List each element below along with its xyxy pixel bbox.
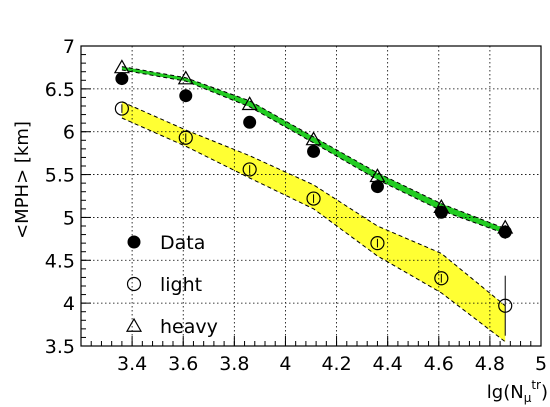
y-axis-label: <MPH> [km]: [12, 121, 33, 239]
light-point: [434, 271, 449, 286]
y-tick-label: 4.5: [45, 250, 75, 272]
x-tick-label: 4.6: [424, 353, 454, 375]
legend-label-data: Data: [160, 232, 205, 254]
data-point: [498, 225, 512, 239]
light-point: [242, 162, 257, 177]
data-point: [370, 180, 384, 194]
y-tick-label: 5: [63, 207, 75, 229]
heavy-point: [305, 131, 322, 146]
heavy-point: [177, 70, 194, 85]
y-tick-label: 3.5: [45, 336, 75, 358]
x-tick-label: 4.8: [475, 353, 505, 375]
x-axis-label: lg(Nμtr): [487, 378, 548, 405]
x-tick-label: 3.8: [219, 353, 249, 375]
data-point: [115, 72, 129, 86]
legend-marker-data: [127, 235, 141, 249]
legend-marker-heavy: [125, 317, 143, 332]
x-tick-label: 4: [279, 353, 291, 375]
x-tick-label: 4.4: [373, 353, 403, 375]
grid-layer: [81, 46, 541, 346]
band-lower-edge-0: [121, 117, 506, 343]
legend-label-heavy: heavy: [160, 316, 218, 338]
points-layer: [113, 59, 514, 336]
plot-frame: [80, 45, 542, 347]
light-point: [178, 130, 193, 145]
x-tick-label: 4.2: [321, 353, 351, 375]
bands-layer: [121, 66, 506, 343]
heavy-point: [241, 96, 258, 111]
y-tick-label: 6: [63, 122, 75, 144]
data-point: [179, 89, 193, 103]
x-tick-label: 3.6: [168, 353, 198, 375]
x-label-close: ): [541, 382, 548, 403]
x-tick-label: 3.4: [117, 353, 147, 375]
x-label-subscript: μ: [524, 391, 532, 405]
light-point: [114, 101, 129, 116]
x-label-main: lg(N: [487, 382, 524, 403]
data-point: [243, 115, 257, 129]
legend: Data light heavy: [125, 232, 218, 338]
y-tick-label: 6.5: [45, 79, 75, 101]
y-tick-label: 4: [63, 293, 75, 315]
light-point: [498, 298, 513, 313]
band-upper-edge-1: [121, 66, 506, 230]
ticks-layer: 3.4 3.6 3.8 4 4.2 4.4 4.6 4.8 5 3.5 4 4.5 5 5.5 6 6.5 7: [45, 36, 547, 375]
data-point: [434, 205, 448, 219]
light-point: [370, 236, 385, 251]
x-label-superscript: tr: [531, 378, 541, 392]
legend-label-light: light: [160, 274, 202, 296]
light-point: [306, 191, 321, 206]
x-tick-label: 5: [535, 353, 547, 375]
y-tick-label: 7: [63, 36, 75, 58]
legend-marker-light: [126, 276, 142, 292]
y-tick-label: 5.5: [45, 165, 75, 187]
band-fill-1: [121, 66, 506, 234]
data-point: [307, 144, 321, 158]
